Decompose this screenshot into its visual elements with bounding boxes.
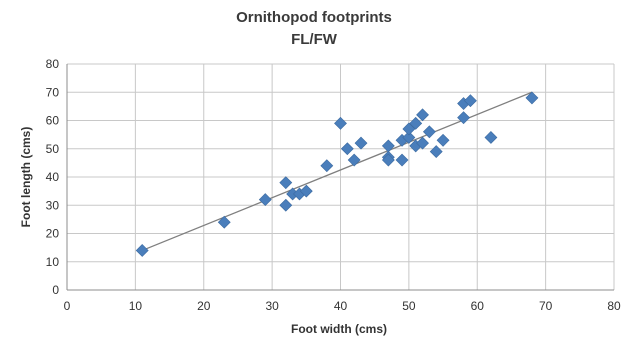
- data-point: [395, 153, 409, 167]
- y-axis-label: Foot length (cms): [19, 127, 33, 228]
- y-tick-label: 20: [46, 227, 60, 241]
- data-point: [347, 153, 361, 167]
- y-tick-label: 10: [46, 255, 60, 269]
- y-tick-label: 30: [46, 198, 60, 212]
- x-tick-label: 20: [197, 299, 211, 313]
- x-tick-label: 0: [64, 299, 71, 313]
- data-point: [279, 198, 293, 212]
- data-point: [402, 122, 416, 136]
- x-tick-label: 60: [471, 299, 485, 313]
- data-point: [258, 193, 272, 207]
- data-points: [135, 91, 539, 257]
- y-tick-label: 50: [46, 142, 60, 156]
- data-point: [320, 159, 334, 173]
- chart-subtitle: FL/FW: [291, 31, 338, 48]
- data-point: [381, 153, 395, 167]
- y-tick-label: 80: [46, 57, 60, 71]
- y-tick-label: 70: [46, 85, 60, 99]
- data-point: [334, 116, 347, 130]
- data-point: [402, 131, 416, 144]
- data-point: [299, 184, 313, 198]
- y-tick-label: 60: [46, 114, 60, 128]
- data-point: [217, 215, 231, 229]
- data-point: [279, 176, 293, 190]
- data-point: [422, 125, 436, 139]
- data-point: [135, 244, 149, 257]
- data-point: [429, 145, 443, 158]
- data-point: [457, 111, 470, 125]
- x-tick-labels: 0 10 20 30 40 50 60 70 80: [64, 299, 621, 313]
- x-axis-label: Foot width (cms): [291, 322, 387, 336]
- x-tick-label: 70: [539, 299, 553, 313]
- y-tick-label: 0: [52, 283, 59, 297]
- data-point: [416, 108, 429, 122]
- axes: [66, 64, 614, 291]
- x-tick-label: 80: [607, 299, 621, 313]
- trendline-group: [141, 91, 533, 252]
- data-point: [463, 94, 477, 108]
- data-point: [436, 133, 450, 147]
- data-point: [525, 91, 539, 105]
- y-tick-label: 40: [46, 170, 60, 184]
- data-point: [340, 142, 354, 156]
- x-tick-label: 40: [334, 299, 348, 313]
- data-point: [409, 116, 423, 130]
- data-point: [484, 131, 498, 144]
- x-tick-label: 30: [265, 299, 279, 313]
- chart-title: Ornithopod footprints: [236, 9, 392, 26]
- x-tick-label: 50: [402, 299, 416, 313]
- data-point: [354, 136, 368, 150]
- x-tick-label: 10: [129, 299, 143, 313]
- y-tick-labels: 0 10 20 30 40 50 60 70 80: [46, 57, 60, 297]
- trendline: [141, 91, 533, 252]
- data-point: [416, 136, 429, 150]
- data-point: [381, 139, 395, 153]
